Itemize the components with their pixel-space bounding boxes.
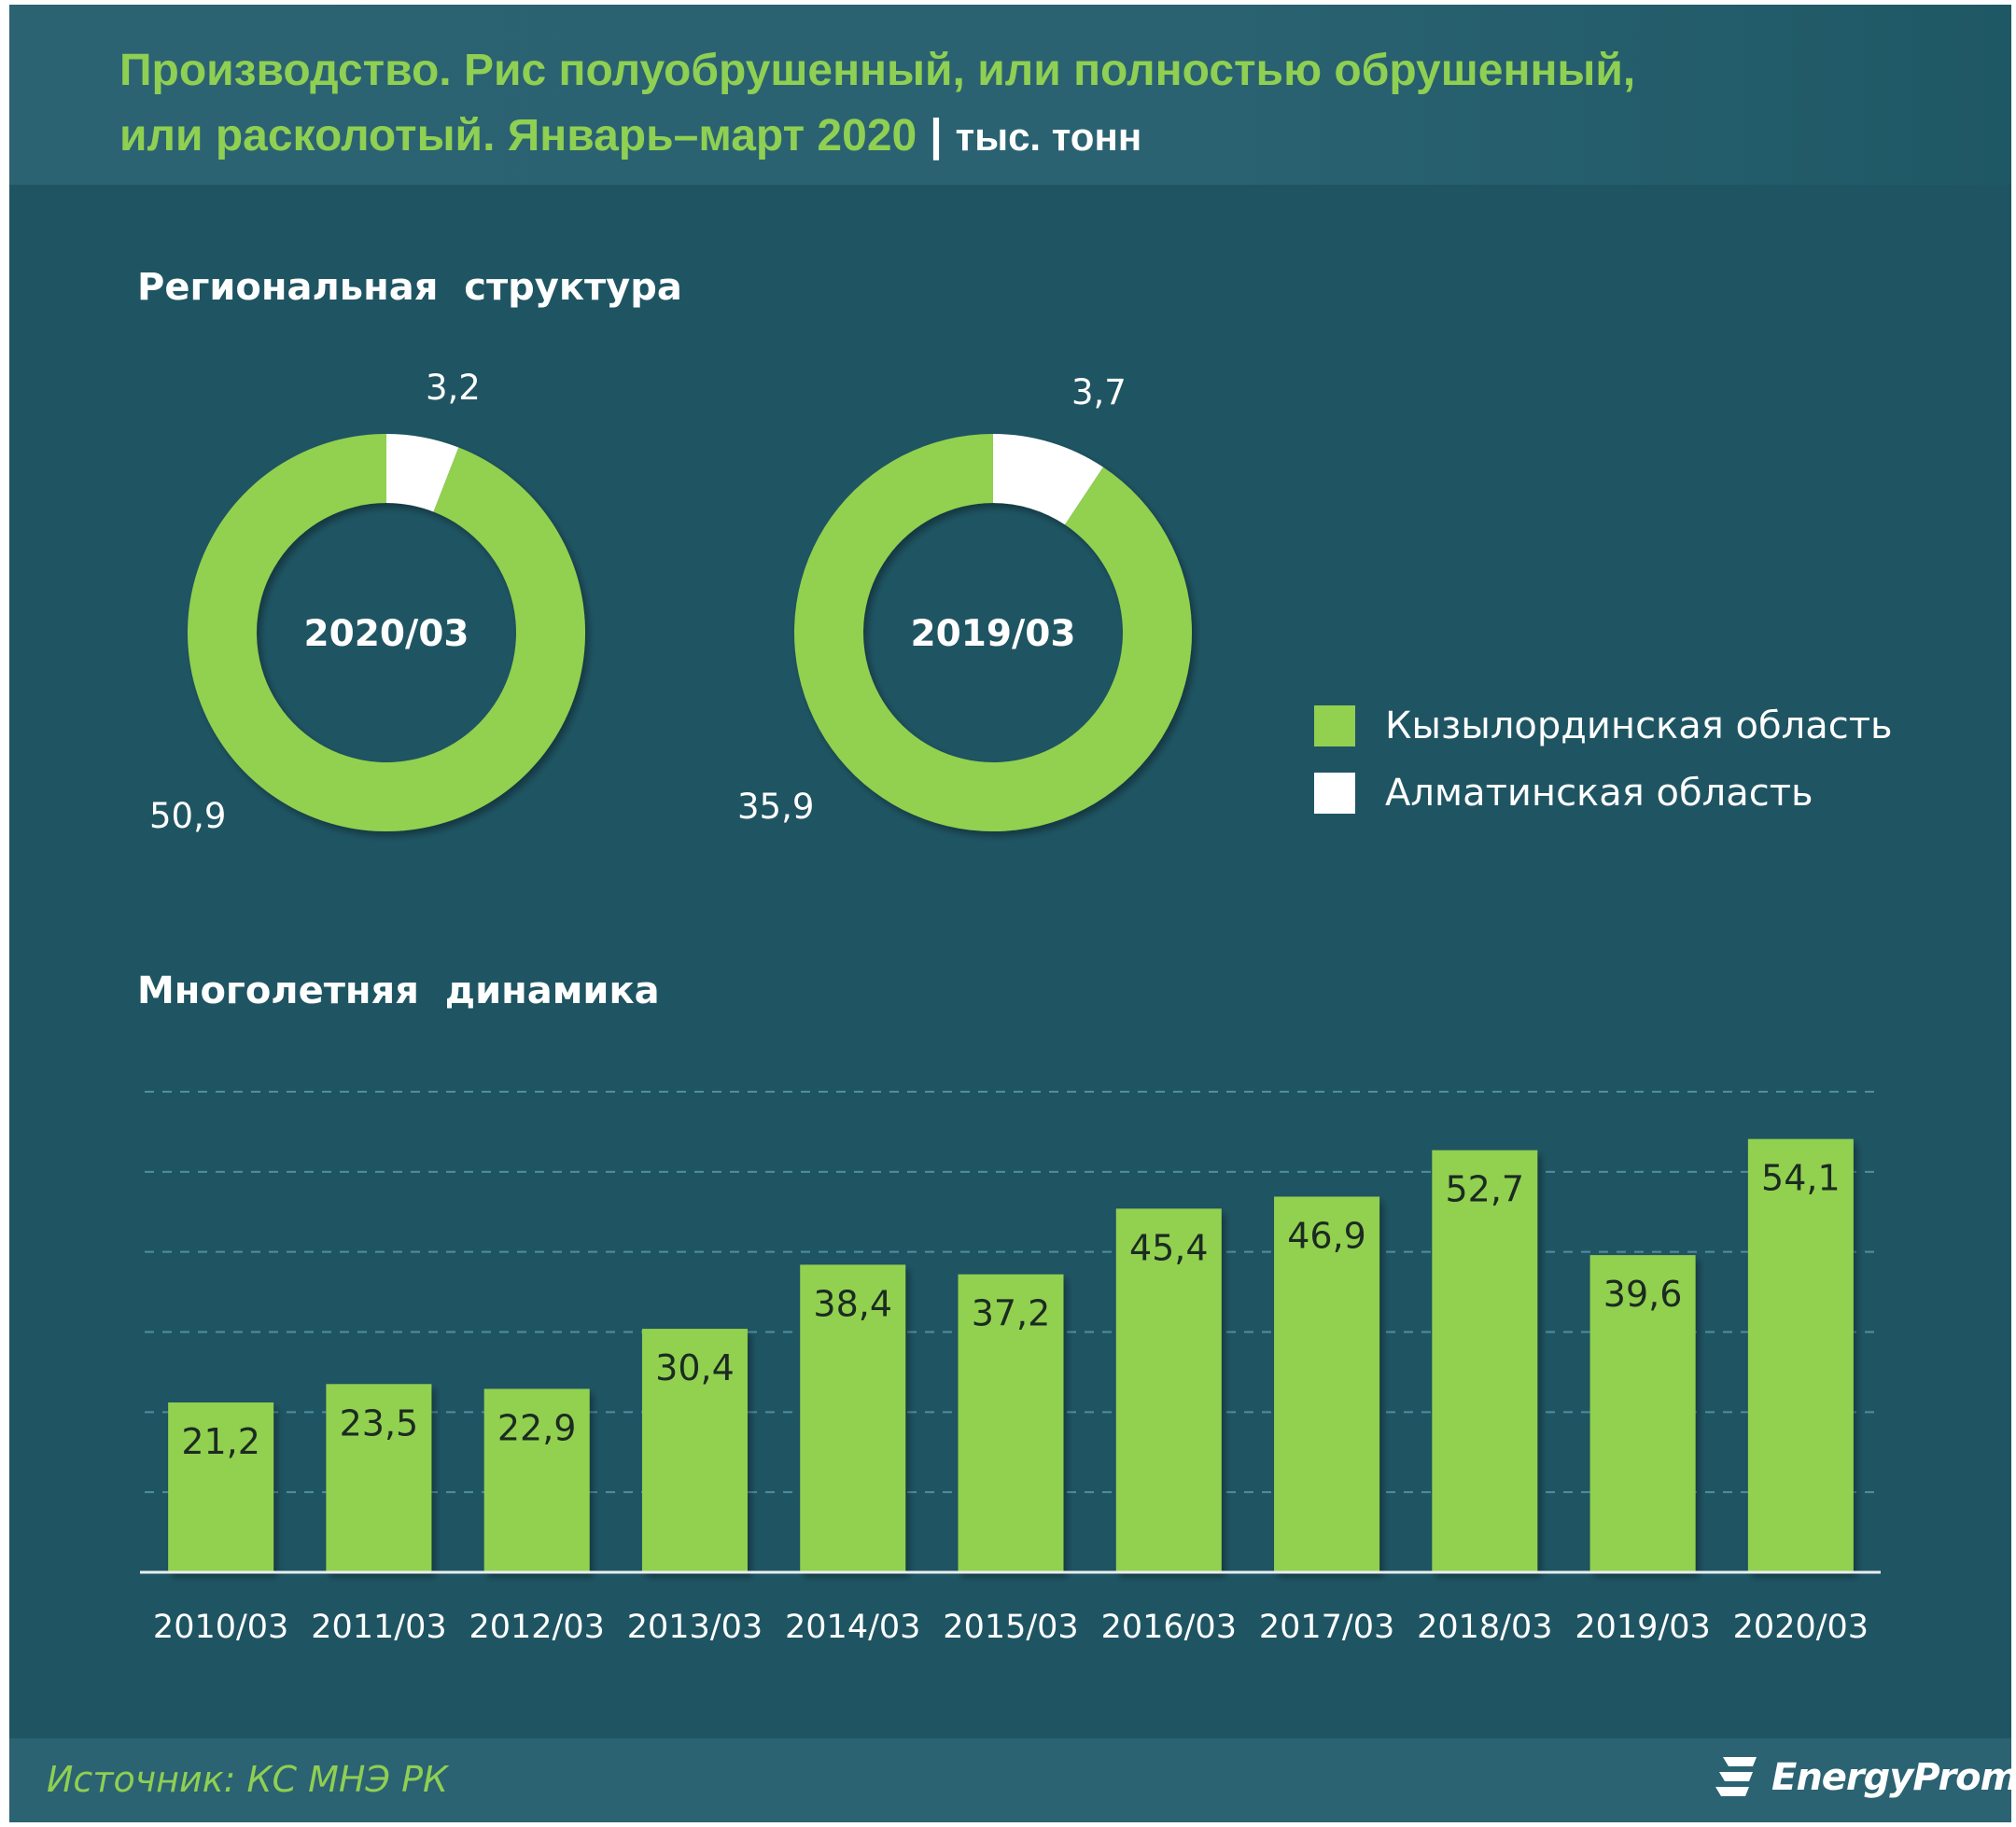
bar-value-label: 38,4 — [813, 1283, 892, 1324]
legend-item-kyzylorda: Кызылординская область — [1314, 703, 1893, 749]
x-tick-label: 2018/03 — [1417, 1609, 1552, 1646]
donut-chart-2019/03 — [793, 434, 1192, 831]
bar-value-label: 52,7 — [1446, 1169, 1525, 1210]
section-title-dynamics: Многолетняя динамика — [137, 969, 660, 1012]
x-tick-label: 2017/03 — [1259, 1609, 1394, 1646]
section-title-regional: Региональная структура — [137, 266, 682, 309]
energyprom-logo-icon — [1715, 1757, 1757, 1796]
legend-item-almaty: Алматинская область — [1314, 770, 1813, 816]
title-line-2: или расколотый. Январь–март 2020 — [119, 111, 917, 160]
chart-title: Производство. Рис полуобрушенный, или по… — [119, 38, 1893, 170]
donut-slice-almaty — [993, 434, 1103, 525]
bar-2017/03 — [1274, 1196, 1380, 1572]
donut-center-label: 2020/03 — [303, 613, 469, 655]
legend-swatch-kyzylorda — [1314, 705, 1355, 746]
bar-2012/03 — [483, 1388, 590, 1572]
legend-label-kyzylorda: Кызылординская область — [1385, 704, 1893, 747]
brand-logo: EnergyProm — [1715, 1753, 2011, 1802]
title-line-1: Производство. Рис полуобрушенный, или по… — [119, 46, 1636, 95]
source-note: Источник: КС МНЭ РК — [47, 1759, 448, 1800]
donut-slice-kyzylorda — [188, 434, 585, 831]
bar-2011/03 — [326, 1384, 432, 1572]
donut-chart-2020/03 — [188, 434, 585, 831]
header-band: Производство. Рис полуобрушенный, или по… — [9, 5, 2011, 185]
bar-value-label: 46,9 — [1287, 1215, 1366, 1256]
x-tick-label: 2016/03 — [1101, 1609, 1237, 1646]
x-tick-label: 2013/03 — [627, 1609, 763, 1646]
donut-center-label: 2019/03 — [910, 613, 1075, 655]
bar-value-label: 22,9 — [497, 1407, 577, 1448]
bar-2010/03 — [168, 1402, 274, 1572]
title-unit: тыс. тонн — [955, 115, 1142, 159]
bar-value-label: 30,4 — [655, 1347, 735, 1388]
brand-name: EnergyProm — [1771, 1756, 2011, 1799]
x-tick-label: 2012/03 — [469, 1609, 604, 1646]
x-tick-label: 2015/03 — [943, 1609, 1078, 1646]
bar-value-label: 54,1 — [1761, 1158, 1841, 1199]
chart-canvas: 2020/03 50,9 3,2 2019/03 35,9 3,7 21,2 2010/03 2… — [140, 368, 1881, 1646]
infographic-card: Производство. Рис полуобрушенный, или по… — [9, 5, 2011, 1822]
donut-value-label-almaty: 3,2 — [426, 368, 481, 408]
x-tick-label: 2010/03 — [153, 1609, 288, 1646]
legend-label-almaty: Алматинская область — [1385, 772, 1813, 815]
donut-slice-almaty — [386, 434, 459, 512]
bar-2016/03 — [1115, 1208, 1222, 1572]
x-tick-label: 2020/03 — [1733, 1609, 1869, 1646]
bar-value-label: 39,6 — [1603, 1274, 1683, 1315]
footer-band: Источник: КС МНЭ РК EnergyProm — [9, 1738, 2011, 1822]
bar-2019/03 — [1589, 1255, 1696, 1572]
legend-swatch-almaty — [1314, 773, 1355, 814]
bar-2015/03 — [958, 1274, 1064, 1572]
bar-2013/03 — [641, 1329, 748, 1572]
bar-2018/03 — [1432, 1150, 1538, 1572]
title-separator: | — [930, 111, 943, 160]
donut-value-label-almaty: 3,7 — [1071, 372, 1127, 412]
donut-value-label-kyzylorda: 50,9 — [149, 796, 226, 836]
x-tick-label: 2014/03 — [785, 1609, 920, 1646]
x-tick-label: 2019/03 — [1575, 1609, 1710, 1646]
donut-slice-kyzylorda — [793, 434, 1192, 831]
bar-value-label: 23,5 — [340, 1402, 419, 1443]
x-tick-label: 2011/03 — [311, 1609, 446, 1646]
bar-2014/03 — [800, 1264, 906, 1572]
donut-value-label-kyzylorda: 35,9 — [737, 787, 814, 827]
bar-value-label: 45,4 — [1129, 1227, 1209, 1268]
bar-value-label: 21,2 — [181, 1421, 260, 1462]
bar-value-label: 37,2 — [972, 1293, 1051, 1334]
bar-2020/03 — [1747, 1138, 1854, 1572]
